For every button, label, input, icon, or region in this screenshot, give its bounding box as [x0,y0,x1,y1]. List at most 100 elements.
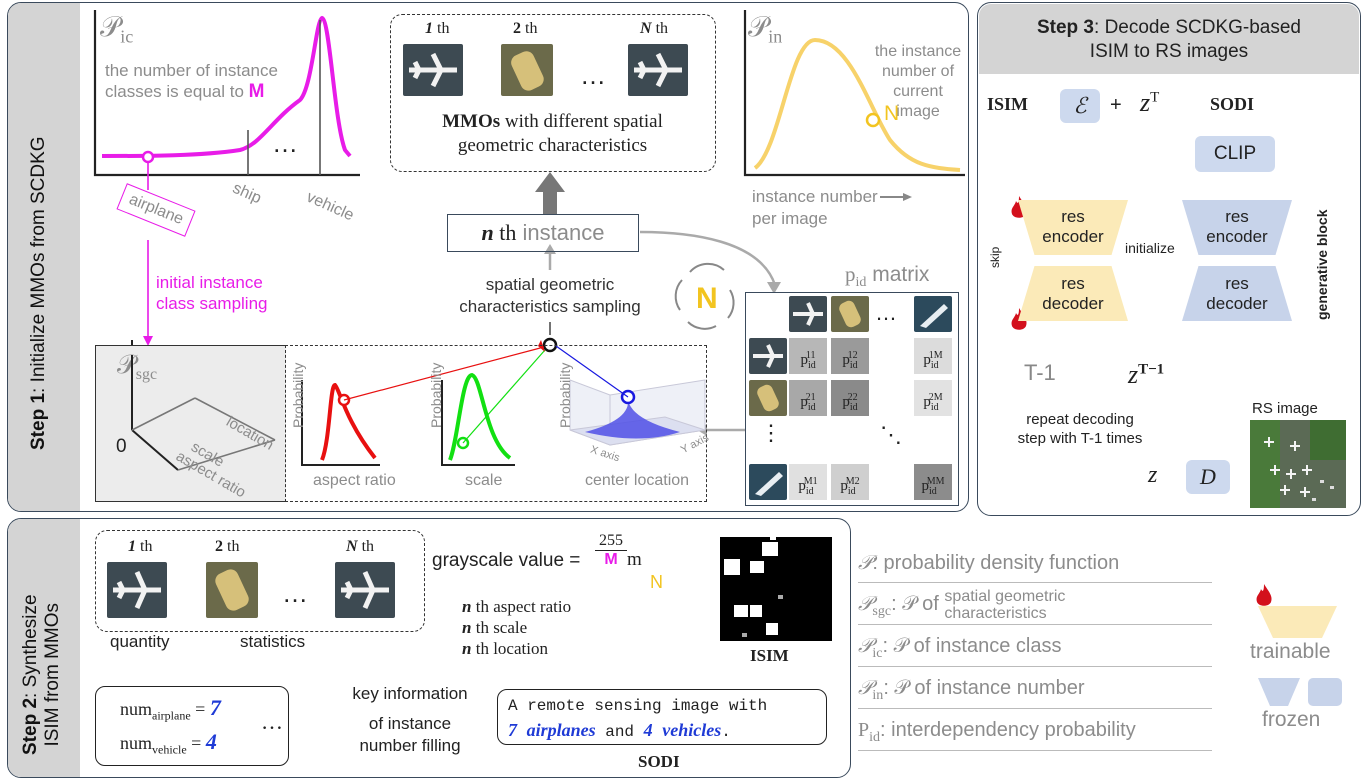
step3-sodi: SODI [1210,94,1255,114]
generative-block-label: generative block [1314,209,1330,321]
clip-box: CLIP [1195,136,1275,172]
prob-label-scale: Probability [428,362,444,428]
pid-cell-11: pid11 [789,338,827,374]
prob-label-center: Probability [557,362,573,428]
decoder-D-box: D [1186,460,1230,494]
pid-cell-m1: pidM1 [789,464,827,500]
mmo-vehicle-2 [501,44,553,96]
pin-title: 𝒫in [748,12,783,47]
res-encoder-trainable: res encoder [1018,200,1128,255]
res-encoder-frozen: res encoder [1182,200,1292,255]
step3-plus: + [1110,94,1122,116]
rs-image-label: RS image [1252,400,1318,417]
step2-panel [7,518,851,778]
step2-mmo-box [95,530,425,632]
sgc-sampling-text: spatial geometric characteristics sampli… [459,275,641,316]
legend-row-in: 𝒫in: 𝒫 of instance number [858,668,1212,709]
step2-airplane-n [335,562,395,618]
legend-flame-icon [1255,584,1273,608]
step2-mmo-label-2: 2 th [215,538,240,555]
mmo-label-2: 2 th [513,20,538,37]
pid-cell-ddots: ⋱ [880,422,902,447]
initial-sampling: initial instance class sampling [156,273,268,313]
step2-mmo-label-n: N th [346,538,375,555]
pid-cell-mm: pidMM [914,464,952,500]
nth-attributes: n th aspect ratio n th scale n th locati… [462,597,572,658]
mmo-airplane-1 [403,44,463,96]
pid-cell-2m: pid2M [914,380,952,416]
mmo-ellipsis: … [580,60,606,90]
initialize-label: initialize [1125,240,1175,256]
res-decoder-trainable: res decoder [1018,266,1128,321]
step2-label: Step 2: Synthesize ISIM from MMOs [20,594,63,755]
step3-isim: ISIM [987,94,1029,114]
pin-note: the instance number of current image [874,43,962,120]
legend-row-id: Pid: interdependency probability [858,710,1212,751]
repeat-decoding: repeat decoding step with T-1 times [1017,411,1143,447]
pid-matrix-label: pid matrix [845,262,930,291]
z-T-1: zT−1 [1128,360,1165,389]
skip-label: skip [988,246,1002,268]
pic-title: 𝒫ic [100,12,134,47]
z-final: z [1148,462,1158,488]
step2-airplane-1 [107,562,167,618]
legend-frozen: frozen [1262,708,1321,731]
legend-row-sgc: 𝒫sgc: 𝒫 of spatial geometric characteris… [858,584,1212,625]
legend-row-ic: 𝒫ic: 𝒫 of instance class [858,626,1212,667]
pic-note: the number of instance classes is equal … [105,61,278,102]
psgc-title: 𝒫sgc [117,350,158,384]
distribution-box [285,345,707,502]
t-minus-1: T-1 [1024,360,1056,385]
pid-cell-m2: pidM2 [831,464,869,500]
legend-trainable: trainable [1250,640,1331,663]
scale-label: scale [465,472,503,489]
step2-vehicle-2 [206,562,258,618]
step2-mmo-label-1: 1 th [128,538,153,555]
prob-label-aspect: Probability [290,362,306,428]
res-decoder-frozen: res decoder [1182,266,1292,321]
mmo-label-n: N th [640,20,669,37]
aspect-label: aspect ratio [313,472,396,489]
num-box: numairplane = 7 numvehicle = 4 … [95,686,289,766]
step2-side-bar [8,519,80,777]
pid-cell-1m: pid1M [914,338,952,374]
pid-cell-12: pid12 [831,338,869,374]
isim-label: ISIM [750,646,789,665]
z-T: zT [1140,88,1160,117]
loop-n: N [696,282,718,315]
step1-side-bar [8,3,80,511]
pid-header-vehicle [831,296,869,332]
nth-instance-box: n th instance [447,214,639,252]
pid-row-vehicle [749,380,787,416]
statistics-label: statistics [240,632,306,651]
step2-loop-n: N [650,572,663,592]
pid-row-airplane [749,338,787,374]
isim-image [720,537,832,641]
pic-ellipsis: … [272,128,298,158]
pid-row-vdots: ⋮ [760,420,782,445]
sodi-box: A remote sensing image with 7 airplanes … [497,689,827,745]
legend-row-pdf: 𝒫: probability density function [858,546,1212,583]
grayscale-frac: 255 M [595,532,627,569]
mmo-airplane-n [628,44,688,96]
pin-N: N [884,102,900,125]
pid-header-ship [914,296,952,332]
pid-cell-22: pid22 [831,380,869,416]
pid-row-ship [749,464,787,500]
center-label: center location [585,472,690,489]
step1-label: Step 1: Initialize MMOs from SCDKG [28,136,49,450]
rs-image [1250,420,1346,508]
pid-cell-21: pid21 [789,380,827,416]
grayscale-formula: grayscale value = [432,550,581,571]
mmo-box [390,14,716,172]
step2-ellipsis: … [282,578,308,608]
mmo-caption: MMOs with different spatial geometric ch… [442,111,663,156]
pid-header-hdots: … [875,300,897,325]
step3-header: Step 3: Decode SCDKG-based ISIM to RS im… [979,4,1359,74]
pid-header-airplane [789,296,827,332]
psgc-zero: 0 [116,436,127,457]
sodi-label: SODI [638,752,680,771]
grayscale-m: m [627,549,642,570]
epsilon-box: ℰ [1060,89,1100,123]
key-info: key information of instance number filli… [352,684,468,755]
